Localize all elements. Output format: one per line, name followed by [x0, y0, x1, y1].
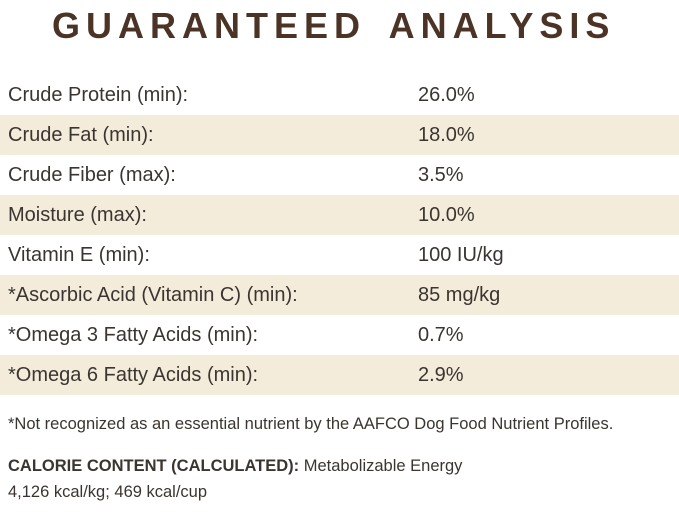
analysis-row-vitamin-e: Vitamin E (min): 100 IU/kg — [0, 235, 679, 275]
nutrient-value: 18.0% — [418, 123, 475, 146]
analysis-row-crude-fiber: Crude Fiber (max): 3.5% — [0, 155, 679, 195]
nutrient-label: Crude Protein (min): — [8, 83, 189, 106]
calorie-values: 4,126 kcal/kg; 469 kcal/cup — [8, 482, 208, 501]
nutrient-label: *Omega 3 Fatty Acids (min): — [8, 323, 259, 346]
nutrient-label: *Ascorbic Acid (Vitamin C) (min): — [8, 283, 298, 306]
analysis-row-crude-protein: Crude Protein (min): 26.0% — [0, 75, 679, 115]
nutrient-value: 100 IU/kg — [418, 243, 504, 266]
calorie-content-heading: CALORIE CONTENT (CALCULATED): — [8, 457, 304, 475]
analysis-row-moisture: Moisture (max): 10.0% — [0, 195, 679, 235]
nutrient-value: 10.0% — [418, 203, 475, 226]
nutrient-value: 2.9% — [418, 363, 464, 386]
analysis-row-ascorbic-acid: *Ascorbic Acid (Vitamin C) (min): 85 mg/… — [0, 275, 679, 315]
nutrient-label: Crude Fiber (max): — [8, 163, 176, 186]
calorie-content-section: CALORIE CONTENT (CALCULATED): Metaboliza… — [0, 454, 679, 505]
aafco-footnote: *Not recognized as an essential nutrient… — [8, 415, 614, 433]
analysis-row-crude-fat: Crude Fat (min): 18.0% — [0, 115, 679, 155]
calorie-content-line: CALORIE CONTENT (CALCULATED): Metaboliza… — [8, 454, 679, 480]
nutrient-value: 0.7% — [418, 323, 464, 346]
analysis-row-omega-6: *Omega 6 Fatty Acids (min): 2.9% — [0, 355, 679, 395]
nutrient-value: 85 mg/kg — [418, 283, 501, 306]
analysis-row-omega-3: *Omega 3 Fatty Acids (min): 0.7% — [0, 315, 679, 355]
nutrient-label: Vitamin E (min): — [8, 243, 150, 266]
analysis-table: Crude Protein (min): 26.0% Crude Fat (mi… — [0, 75, 679, 395]
nutrient-value: 3.5% — [418, 163, 464, 186]
nutrient-value: 26.0% — [418, 83, 475, 106]
nutrient-label: Moisture (max): — [8, 203, 147, 226]
nutrient-label: Crude Fat (min): — [8, 123, 154, 146]
nutrient-label: *Omega 6 Fatty Acids (min): — [8, 363, 259, 386]
guaranteed-analysis-title: GUARANTEED ANALYSIS — [52, 5, 616, 46]
calorie-content-description: Metabolizable Energy — [303, 457, 463, 475]
